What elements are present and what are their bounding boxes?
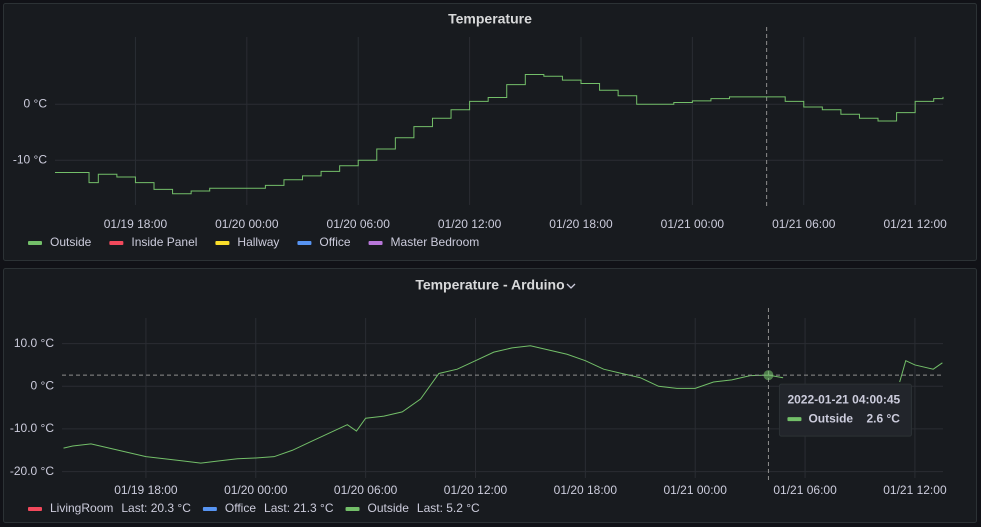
tooltip-value: 2.6 °C bbox=[866, 411, 900, 425]
legend-last: Last: 5.2 °C bbox=[417, 501, 480, 515]
legend-label[interactable]: LivingRoom bbox=[50, 501, 113, 515]
tooltip-box bbox=[778, 383, 912, 437]
y-tick-label: 0 °C bbox=[24, 96, 48, 110]
series-line bbox=[55, 74, 944, 195]
x-tick-label: 01/20 12:00 bbox=[438, 217, 502, 231]
x-tick-label: 01/20 18:00 bbox=[554, 483, 618, 497]
legend-last: Last: 20.3 °C bbox=[121, 501, 191, 515]
legend-label[interactable]: Inside Panel bbox=[131, 235, 197, 249]
panel bbox=[3, 268, 977, 523]
legend-swatch bbox=[28, 241, 42, 245]
x-tick-label: 01/20 12:00 bbox=[444, 483, 508, 497]
panel-title[interactable]: Temperature - Arduino bbox=[415, 277, 564, 293]
tooltip-swatch bbox=[787, 417, 802, 422]
y-tick-label: -20.0 °C bbox=[10, 464, 54, 478]
x-tick-label: 01/20 06:00 bbox=[327, 217, 391, 231]
x-tick-label: 01/20 00:00 bbox=[224, 483, 288, 497]
chevron-icon[interactable] bbox=[566, 283, 576, 289]
legend-swatch bbox=[28, 507, 42, 511]
series-line bbox=[63, 345, 943, 464]
x-tick-label: 01/19 18:00 bbox=[114, 483, 178, 497]
legend-label[interactable]: Office bbox=[225, 501, 256, 515]
x-tick-label: 01/21 12:00 bbox=[883, 217, 947, 231]
x-tick-label: 01/21 12:00 bbox=[883, 483, 947, 497]
y-tick-label: -10 °C bbox=[13, 152, 47, 166]
tooltip-name: Outside bbox=[808, 411, 853, 425]
tooltip-time: 2022-01-21 04:00:45 bbox=[787, 392, 900, 406]
x-tick-label: 01/20 18:00 bbox=[549, 217, 613, 231]
x-tick-label: 01/21 00:00 bbox=[661, 217, 725, 231]
x-tick-label: 01/19 18:00 bbox=[104, 217, 168, 231]
hover-point bbox=[763, 370, 774, 381]
x-tick-label: 01/21 06:00 bbox=[772, 217, 836, 231]
legend-swatch bbox=[215, 241, 230, 245]
legend-label[interactable]: Master Bedroom bbox=[391, 235, 480, 249]
legend-label[interactable]: Outside bbox=[50, 235, 92, 249]
legend-swatch bbox=[297, 241, 312, 245]
panel-title[interactable]: Temperature bbox=[448, 11, 532, 27]
x-tick-label: 01/20 06:00 bbox=[334, 483, 398, 497]
y-tick-label: 10.0 °C bbox=[14, 336, 54, 350]
y-tick-label: -10.0 °C bbox=[10, 421, 54, 435]
legend-swatch bbox=[202, 507, 217, 511]
legend-swatch bbox=[109, 241, 124, 245]
x-tick-label: 01/20 00:00 bbox=[215, 217, 279, 231]
legend-label[interactable]: Office bbox=[319, 235, 350, 249]
x-tick-label: 01/21 00:00 bbox=[664, 483, 728, 497]
legend-label[interactable]: Hallway bbox=[237, 235, 279, 249]
legend-label[interactable]: Outside bbox=[368, 501, 410, 515]
legend-swatch bbox=[368, 241, 383, 245]
legend-swatch bbox=[345, 507, 360, 511]
legend-last: Last: 21.3 °C bbox=[264, 501, 334, 515]
y-tick-label: 0 °C bbox=[31, 378, 55, 392]
x-tick-label: 01/21 06:00 bbox=[773, 483, 837, 497]
